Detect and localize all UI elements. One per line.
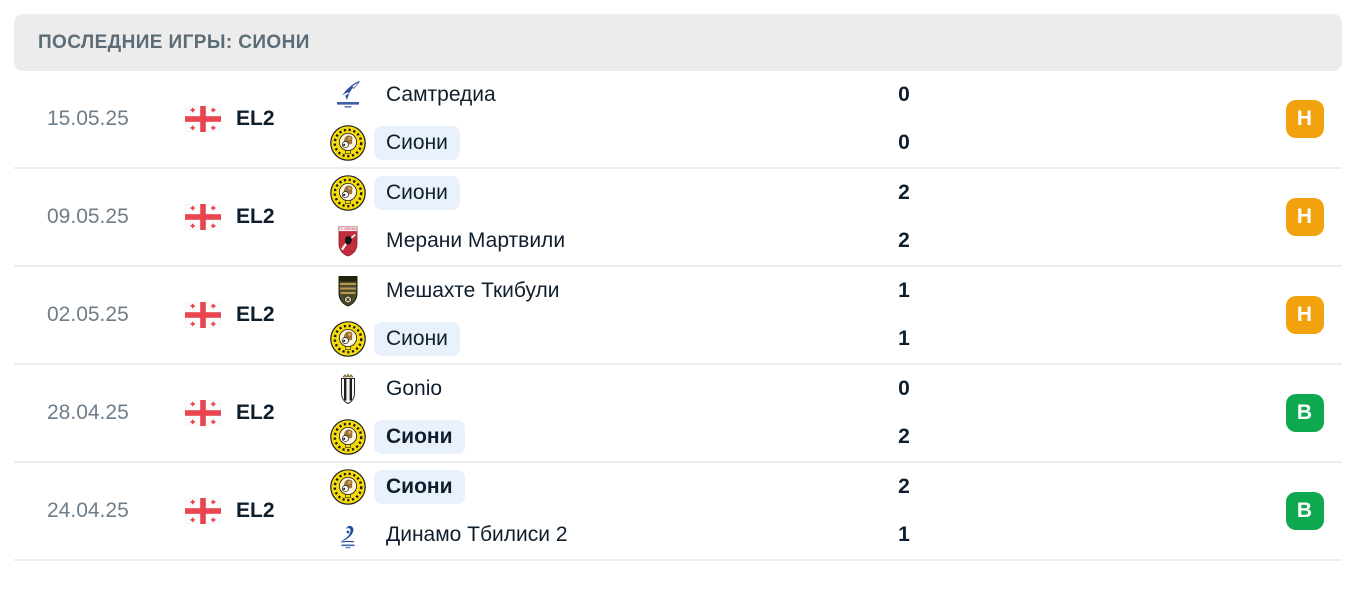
team-name[interactable]: Сиони — [374, 470, 465, 504]
team-row-home[interactable]: Самтредиа — [330, 73, 874, 117]
team-logo-icon — [330, 273, 366, 309]
team-name[interactable]: Мерани Мартвили — [386, 229, 566, 252]
scores-cell: 1 1 — [874, 269, 934, 361]
league-label: EL2 — [236, 107, 275, 130]
scores-cell: 0 0 — [874, 73, 934, 165]
score-away: 2 — [898, 229, 910, 252]
score-away: 1 — [898, 327, 910, 350]
league-cell: EL2 — [185, 302, 330, 328]
league-cell: EL2 — [185, 498, 330, 524]
match-row[interactable]: 02.05.25 EL2 Мешахте Ткиб — [14, 267, 1342, 365]
teams-cell: Мешахте Ткибули Сиони — [330, 269, 874, 361]
matches-list: 15.05.25 EL2 Самтредиа — [14, 71, 1342, 561]
team-name[interactable]: Самтредиа — [386, 83, 496, 106]
result-badge: В — [1285, 394, 1324, 432]
team-name[interactable]: Сиони — [374, 322, 460, 356]
teams-cell: Самтредиа Сиони — [330, 73, 874, 165]
scores-cell: 2 2 — [874, 171, 934, 263]
team-row-away[interactable]: Сиони — [330, 121, 874, 165]
team-logo-icon — [330, 469, 366, 505]
match-date: 15.05.25 — [47, 107, 129, 130]
match-row[interactable]: 24.04.25 EL2 Сиони — [14, 463, 1342, 561]
team-logo-icon — [330, 321, 366, 357]
league-cell: EL2 — [185, 204, 330, 230]
score-away: 2 — [898, 425, 910, 448]
score-home: 2 — [898, 181, 910, 204]
team-row-away[interactable]: Сиони — [330, 415, 874, 459]
team-name[interactable]: Gonio — [386, 377, 443, 400]
team-name[interactable]: Мешахте Ткибули — [386, 279, 560, 302]
team-logo-icon: FC MERANI — [330, 223, 366, 259]
team-row-home[interactable]: Gonio — [330, 367, 874, 411]
result-badge: В — [1285, 492, 1324, 530]
league-label: EL2 — [236, 499, 275, 522]
score-away: 1 — [898, 523, 910, 546]
svg-text:FC MERANI: FC MERANI — [339, 227, 357, 231]
section-title: ПОСЛЕДНИЕ ИГРЫ: СИОНИ — [38, 31, 310, 53]
match-row[interactable]: 28.04.25 EL2 Gonio — [14, 365, 1342, 463]
georgia-flag-icon — [185, 498, 221, 524]
team-name[interactable]: Сиони — [374, 126, 460, 160]
section-header: ПОСЛЕДНИЕ ИГРЫ: СИОНИ — [14, 14, 1342, 71]
georgia-flag-icon — [185, 106, 221, 132]
team-row-home[interactable]: Сиони — [330, 465, 874, 509]
badge-cell: Н — [1267, 296, 1342, 334]
result-badge: Н — [1285, 198, 1324, 236]
scores-cell: 2 1 — [874, 465, 934, 557]
team-logo-icon — [330, 175, 366, 211]
score-home: 0 — [898, 377, 910, 400]
team-row-home[interactable]: Сиони — [330, 171, 874, 215]
badge-cell: Н — [1267, 100, 1342, 138]
match-date: 24.04.25 — [47, 499, 129, 522]
badge-cell: Н — [1267, 198, 1342, 236]
badge-cell: В — [1267, 394, 1342, 432]
team-logo-icon — [330, 517, 366, 553]
team-row-away[interactable]: Динамо Тбилиси 2 — [330, 513, 874, 557]
team-logo-icon — [330, 77, 366, 113]
georgia-flag-icon — [185, 400, 221, 426]
match-row[interactable]: 15.05.25 EL2 Самтредиа — [14, 71, 1342, 169]
match-date: 09.05.25 — [47, 205, 129, 228]
score-away: 0 — [898, 131, 910, 154]
league-cell: EL2 — [185, 400, 330, 426]
match-row[interactable]: 09.05.25 EL2 Сиони — [14, 169, 1342, 267]
team-row-away[interactable]: Сиони — [330, 317, 874, 361]
scores-cell: 0 2 — [874, 367, 934, 459]
team-logo-icon — [330, 371, 366, 407]
team-name[interactable]: Сиони — [374, 176, 460, 210]
score-home: 1 — [898, 279, 910, 302]
teams-cell: Gonio Сиони — [330, 367, 874, 459]
teams-cell: Сиони Динамо Тбилиси 2 — [330, 465, 874, 557]
result-badge: Н — [1285, 296, 1324, 334]
team-name[interactable]: Сиони — [374, 420, 465, 454]
league-label: EL2 — [236, 401, 275, 424]
league-label: EL2 — [236, 205, 275, 228]
team-logo-icon — [330, 125, 366, 161]
score-home: 0 — [898, 83, 910, 106]
league-cell: EL2 — [185, 106, 330, 132]
recent-games-card: ПОСЛЕДНИЕ ИГРЫ: СИОНИ 15.05.25 EL2 — [0, 14, 1356, 592]
team-logo-icon — [330, 419, 366, 455]
team-row-home[interactable]: Мешахте Ткибули — [330, 269, 874, 313]
match-date: 02.05.25 — [47, 303, 129, 326]
team-row-away[interactable]: FC MERANI Мерани Мартвили — [330, 219, 874, 263]
badge-cell: В — [1267, 492, 1342, 530]
teams-cell: Сиони FC MERANI Мерани Мартвили — [330, 171, 874, 263]
match-date: 28.04.25 — [47, 401, 129, 424]
result-badge: Н — [1285, 100, 1324, 138]
georgia-flag-icon — [185, 204, 221, 230]
team-name[interactable]: Динамо Тбилиси 2 — [386, 523, 568, 546]
score-home: 2 — [898, 475, 910, 498]
georgia-flag-icon — [185, 302, 221, 328]
league-label: EL2 — [236, 303, 275, 326]
